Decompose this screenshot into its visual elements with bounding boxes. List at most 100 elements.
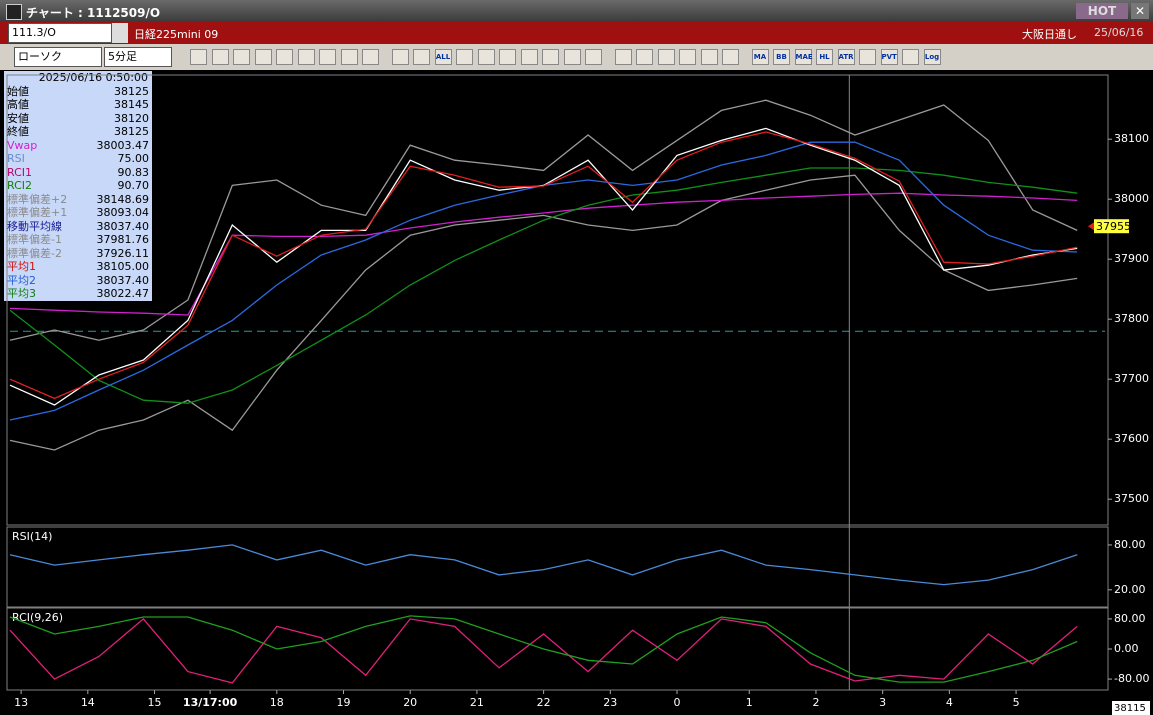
header-date: 25/06/16 [1094, 26, 1144, 39]
info-row: RSI 75.00 [4, 152, 152, 166]
y-tick-label: 80.00 [1114, 612, 1146, 625]
info-row: 標準偏差-1 37981.76 [4, 233, 152, 247]
info-label: 標準偏差+1 [7, 206, 68, 219]
info-row: RCI2 90.70 [4, 179, 152, 193]
info-label: RSI [7, 152, 25, 165]
info-row: 終値 38125 [4, 125, 152, 139]
hot-button[interactable]: HOT [1076, 3, 1128, 19]
info-label: 移動平均線 [7, 219, 62, 233]
info-row: 移動平均線 38037.40 [4, 220, 152, 234]
info-label: 平均3 [7, 287, 36, 300]
tool-button[interactable] [563, 49, 581, 65]
tool-button[interactable] [636, 49, 653, 65]
y-tick-label: 37600 [1114, 432, 1149, 445]
tool-button[interactable]: PVT [880, 49, 898, 65]
tool-button[interactable] [499, 49, 516, 65]
cursor-price-box [1112, 701, 1150, 715]
interval-select[interactable]: 5分足 [104, 47, 172, 67]
info-label: 始値 [7, 84, 29, 98]
info-label: RCI1 [7, 165, 33, 179]
info-row: 高値 38145 [4, 98, 152, 112]
tool-button[interactable] [456, 49, 473, 65]
y-tick-label: 38100 [1114, 132, 1149, 145]
y-tick-label: -80.00 [1114, 672, 1149, 685]
info-label: 平均2 [7, 273, 36, 287]
tool-button[interactable]: HL [816, 49, 833, 65]
info-value: 38148.69 [96, 192, 150, 206]
info-value: 38003.47 [96, 138, 150, 152]
x-tick-label: 15 [148, 696, 162, 709]
y-tick-label: 80.00 [1114, 538, 1146, 551]
window-title: チャート : 1112509/O [26, 6, 161, 20]
tool-button[interactable] [902, 49, 919, 65]
info-label: 標準偏差-2 [7, 246, 62, 260]
tool-button[interactable]: MA [751, 49, 769, 65]
tool-button[interactable]: MAE [794, 49, 813, 65]
series-line [9, 174, 1078, 451]
tool-button[interactable]: ALL [434, 49, 452, 65]
info-value: 38125 [114, 125, 149, 138]
info-label: 終値 [7, 125, 29, 138]
x-tick-label: 2 [812, 696, 819, 709]
tool-button[interactable] [211, 49, 229, 65]
chart-type-select[interactable]: ローソク [14, 47, 102, 67]
tool-button[interactable] [542, 49, 559, 65]
x-tick-label: 5 [1013, 696, 1020, 709]
info-value: 38145 [114, 98, 149, 111]
info-value: 37926.11 [96, 246, 150, 260]
info-row: 平均2 38037.40 [4, 274, 152, 288]
x-tick-label: 13/17:00 [183, 696, 238, 709]
info-label: 安値 [7, 111, 29, 125]
tool-button[interactable] [614, 49, 632, 65]
tool-button[interactable] [233, 49, 250, 65]
tool-button[interactable] [254, 49, 272, 65]
tool-button[interactable] [585, 49, 602, 65]
tool-button[interactable] [477, 49, 495, 65]
tool-button[interactable] [722, 49, 739, 65]
info-value: 75.00 [117, 152, 150, 165]
series-line [9, 167, 1078, 404]
tool-button[interactable] [391, 49, 409, 65]
tool-button[interactable] [413, 49, 430, 65]
series-line [9, 617, 1078, 684]
x-tick-label: 20 [403, 696, 417, 709]
info-value: 90.70 [117, 179, 150, 192]
tool-button[interactable]: BB [773, 49, 790, 65]
series-line [9, 141, 1078, 421]
x-tick-label: 22 [537, 696, 551, 709]
tool-button[interactable] [520, 49, 538, 65]
x-tick-label: 13 [14, 696, 28, 709]
tool-button[interactable] [190, 49, 207, 65]
tool-button[interactable] [700, 49, 718, 65]
info-label: Vwap [7, 138, 38, 152]
tool-button[interactable]: Log [923, 49, 941, 65]
tool-button[interactable]: ATR [837, 49, 855, 65]
panel-title: RCI(9,26) [12, 611, 63, 624]
panel-frame [6, 607, 1109, 691]
panel-frame [6, 74, 1109, 526]
info-label: 高値 [7, 98, 29, 111]
x-tick-label: 18 [270, 696, 284, 709]
info-value: 38093.04 [96, 206, 150, 219]
info-value: 90.83 [117, 165, 150, 179]
last-price-box [1094, 219, 1129, 234]
series-line [9, 544, 1078, 586]
x-tick-label: 19 [337, 696, 351, 709]
code-dropdown[interactable] [112, 23, 128, 43]
tool-button[interactable] [340, 49, 358, 65]
info-row: Vwap 38003.47 [4, 139, 152, 153]
x-tick-label: 21 [470, 696, 484, 709]
tool-button[interactable] [297, 49, 315, 65]
x-tick-label: 0 [674, 696, 681, 709]
tool-button[interactable] [319, 49, 336, 65]
code-input[interactable]: 111.3/O [8, 23, 112, 43]
tool-button[interactable] [657, 49, 675, 65]
instrument-name: 日経225mini 09 [134, 28, 219, 41]
close-button[interactable]: ✕ [1131, 3, 1149, 19]
tool-button[interactable] [859, 49, 876, 65]
y-tick-label: 38000 [1114, 192, 1149, 205]
tool-button[interactable] [362, 49, 379, 65]
tool-button[interactable] [276, 49, 293, 65]
tool-button[interactable] [679, 49, 696, 65]
